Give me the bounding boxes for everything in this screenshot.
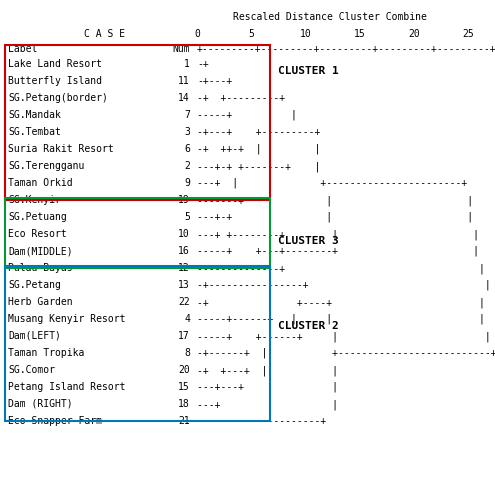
Text: Dam (RIGHT): Dam (RIGHT) — [8, 399, 73, 409]
Bar — [5, 46, 270, 200]
Text: 10: 10 — [299, 29, 311, 39]
Text: ---------------------+: ---------------------+ — [197, 416, 326, 426]
Text: -+---+: -+---+ — [197, 76, 232, 86]
Text: 16: 16 — [178, 246, 190, 256]
Text: 21: 21 — [178, 416, 190, 426]
Text: ---+ +--------+        |                       |: ---+ +--------+ | | — [197, 229, 479, 239]
Text: Rescaled Distance Cluster Combine: Rescaled Distance Cluster Combine — [233, 12, 427, 22]
Text: ---+-+ +-------+    |: ---+-+ +-------+ | — [197, 161, 320, 172]
Text: SG.Tembat: SG.Tembat — [8, 127, 61, 137]
Bar — [5, 198, 270, 268]
Text: 5: 5 — [184, 212, 190, 222]
Text: 6: 6 — [184, 144, 190, 154]
Text: C A S E: C A S E — [85, 29, 126, 39]
Text: 20: 20 — [178, 365, 190, 375]
Text: 11: 11 — [178, 76, 190, 86]
Text: 9: 9 — [184, 178, 190, 188]
Text: Dam(LEFT): Dam(LEFT) — [8, 331, 61, 341]
Text: SG.Petang(border): SG.Petang(border) — [8, 93, 108, 103]
Text: +---------+---------+---------+---------+---------+: +---------+---------+---------+---------… — [197, 44, 495, 54]
Text: 4: 4 — [184, 314, 190, 324]
Text: CLUSTER 2: CLUSTER 2 — [278, 321, 339, 331]
Text: 17: 17 — [178, 331, 190, 341]
Text: -+---+    +---------+: -+---+ +---------+ — [197, 127, 320, 137]
Text: 3: 3 — [184, 127, 190, 137]
Text: 0: 0 — [194, 29, 200, 39]
Text: Pulau Bayas: Pulau Bayas — [8, 263, 73, 273]
Text: ---+-+                |                       |: ---+-+ | | — [197, 212, 473, 222]
Text: Dam(MIDDLE): Dam(MIDDLE) — [8, 246, 73, 256]
Text: ---+                   |: ---+ | — [197, 399, 338, 409]
Text: -----+------+   |     |                         |: -----+------+ | | | — [197, 314, 485, 324]
Text: 20: 20 — [408, 29, 420, 39]
Text: Eco Snapper Farm: Eco Snapper Farm — [8, 416, 102, 426]
Text: -+               +----+                         |: -+ +----+ | — [197, 297, 485, 308]
Text: 7: 7 — [184, 110, 190, 120]
Text: SG.Petuang: SG.Petuang — [8, 212, 67, 222]
Text: 18: 18 — [178, 399, 190, 409]
Text: 8: 8 — [184, 348, 190, 358]
Text: 13: 13 — [178, 280, 190, 290]
Bar — [5, 266, 270, 421]
Text: SG.Petang: SG.Petang — [8, 280, 61, 290]
Text: 2: 2 — [184, 161, 190, 171]
Text: Lake Land Resort: Lake Land Resort — [8, 59, 102, 69]
Text: -------+              |                       |: -------+ | | — [197, 195, 473, 205]
Text: ---+---+               |: ---+---+ | — [197, 382, 338, 392]
Text: 19: 19 — [178, 195, 190, 205]
Text: 12: 12 — [178, 263, 190, 273]
Text: --------------+                                 |: --------------+ | — [197, 263, 485, 274]
Text: -+  +---+  |           |: -+ +---+ | | — [197, 365, 338, 376]
Text: 5: 5 — [248, 29, 254, 39]
Text: -+  +---------+: -+ +---------+ — [197, 93, 285, 103]
Text: Suria Rakit Resort: Suria Rakit Resort — [8, 144, 114, 154]
Text: Taman Tropika: Taman Tropika — [8, 348, 84, 358]
Text: 15: 15 — [354, 29, 365, 39]
Text: ---+  |              +-----------------------+: ---+ | +-----------------------+ — [197, 178, 467, 188]
Text: 22: 22 — [178, 297, 190, 307]
Text: Eco Resort: Eco Resort — [8, 229, 67, 239]
Text: -+------+  |           +--------------------------+: -+------+ | +--------------------------+ — [197, 348, 495, 358]
Text: SG.Mandak: SG.Mandak — [8, 110, 61, 120]
Text: 14: 14 — [178, 93, 190, 103]
Text: -----+    +---+--------+                       |: -----+ +---+--------+ | — [197, 246, 479, 256]
Text: -+----------------+                              |: -+----------------+ | — [197, 280, 491, 290]
Text: 15: 15 — [178, 382, 190, 392]
Text: -+: -+ — [197, 59, 209, 69]
Text: Herb Garden: Herb Garden — [8, 297, 73, 307]
Text: 25: 25 — [462, 29, 474, 39]
Text: 1: 1 — [184, 59, 190, 69]
Text: CLUSTER 1: CLUSTER 1 — [278, 66, 339, 76]
Text: 10: 10 — [178, 229, 190, 239]
Text: -+  ++-+  |         |: -+ ++-+ | | — [197, 144, 320, 154]
Text: SG.Kenyir: SG.Kenyir — [8, 195, 61, 205]
Text: Butterfly Island: Butterfly Island — [8, 76, 102, 86]
Text: Petang Island Resort: Petang Island Resort — [8, 382, 126, 392]
Text: SG.Terengganu: SG.Terengganu — [8, 161, 84, 171]
Text: SG.Comor: SG.Comor — [8, 365, 55, 375]
Text: CLUSTER 3: CLUSTER 3 — [278, 236, 339, 246]
Text: -----+          |: -----+ | — [197, 110, 297, 120]
Text: -----+    +------+     |                         |: -----+ +------+ | | — [197, 331, 491, 342]
Text: Num: Num — [172, 44, 190, 54]
Text: Taman Orkid: Taman Orkid — [8, 178, 73, 188]
Text: Musang Kenyir Resort: Musang Kenyir Resort — [8, 314, 126, 324]
Text: Label: Label — [8, 44, 38, 54]
